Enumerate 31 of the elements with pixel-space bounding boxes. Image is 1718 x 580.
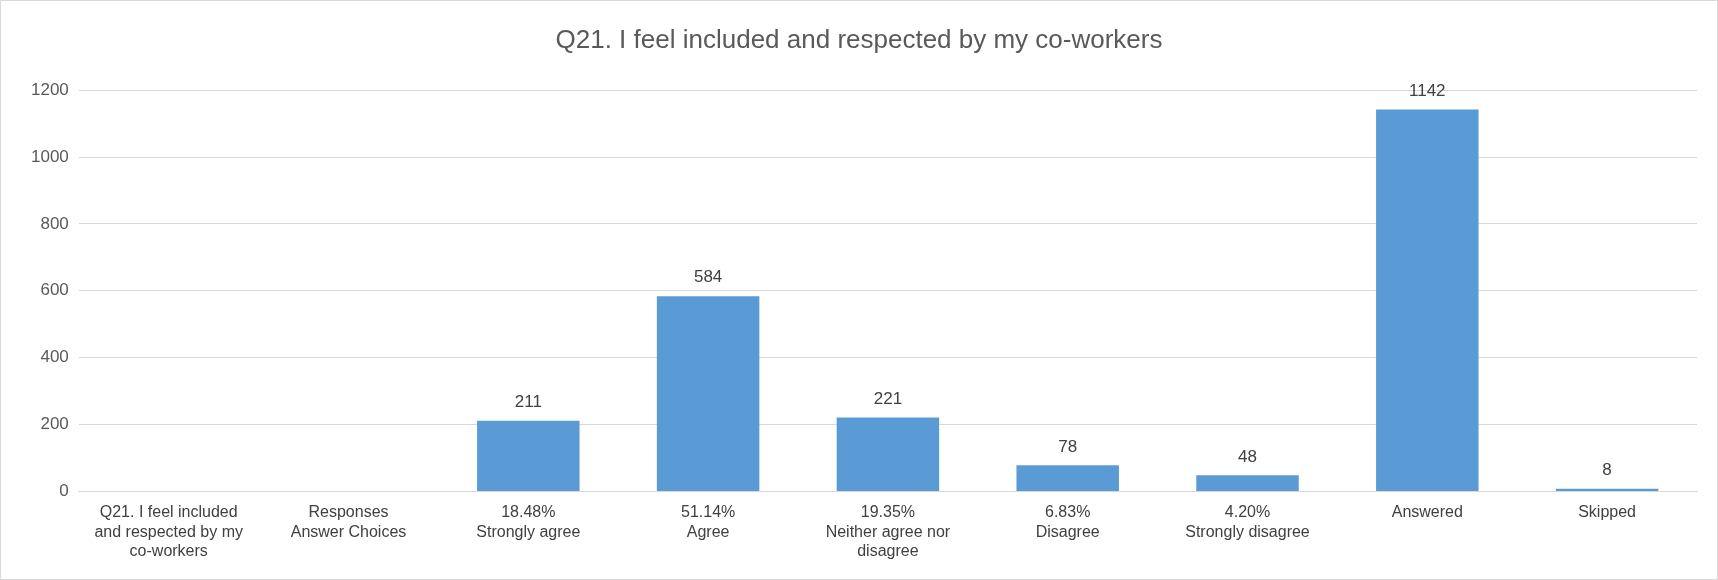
x-tick-label: 6.83% Disagree — [1035, 503, 1100, 540]
bar — [1196, 475, 1299, 491]
y-tick-label: 600 — [40, 280, 69, 300]
data-label: 584 — [693, 267, 723, 287]
y-tick-label: 1200 — [30, 79, 69, 99]
y-tick-label: 400 — [40, 347, 69, 367]
y-tick-label: 0 — [59, 481, 69, 501]
bar — [1376, 109, 1479, 491]
bar — [656, 296, 760, 491]
x-tick-label: 51.14% Agree — [680, 503, 736, 540]
data-label: 48 — [1238, 446, 1257, 466]
y-tick-label: 200 — [40, 414, 69, 434]
x-tick-label: Skipped — [1578, 503, 1637, 521]
y-tick-label: 800 — [40, 213, 69, 233]
bar — [1016, 465, 1119, 491]
data-label: 8 — [1602, 459, 1612, 479]
bar — [1555, 488, 1659, 491]
x-tick-label: Answered — [1391, 503, 1463, 521]
chart-title: Q21. I feel included and respected by my co-workers — [555, 23, 1163, 54]
y-tick-label: 1000 — [30, 146, 69, 166]
data-label: 1142 — [1409, 80, 1446, 100]
data-label: 221 — [873, 388, 903, 408]
x-tick-label: Responses Answer Choices — [290, 503, 407, 540]
x-tick-label: 18.48% Strongly agree — [476, 503, 581, 540]
x-tick-label: 19.35% Neither agree nor disagree — [825, 503, 951, 559]
bar — [836, 417, 940, 491]
x-tick-label: Q21. I feel included and respected by my co-workers — [94, 503, 243, 559]
bar — [477, 420, 580, 491]
data-label: 78 — [1058, 436, 1078, 456]
x-tick-label: 4.20% Strongly disagree — [1185, 503, 1310, 540]
data-label: 211 — [514, 392, 542, 412]
